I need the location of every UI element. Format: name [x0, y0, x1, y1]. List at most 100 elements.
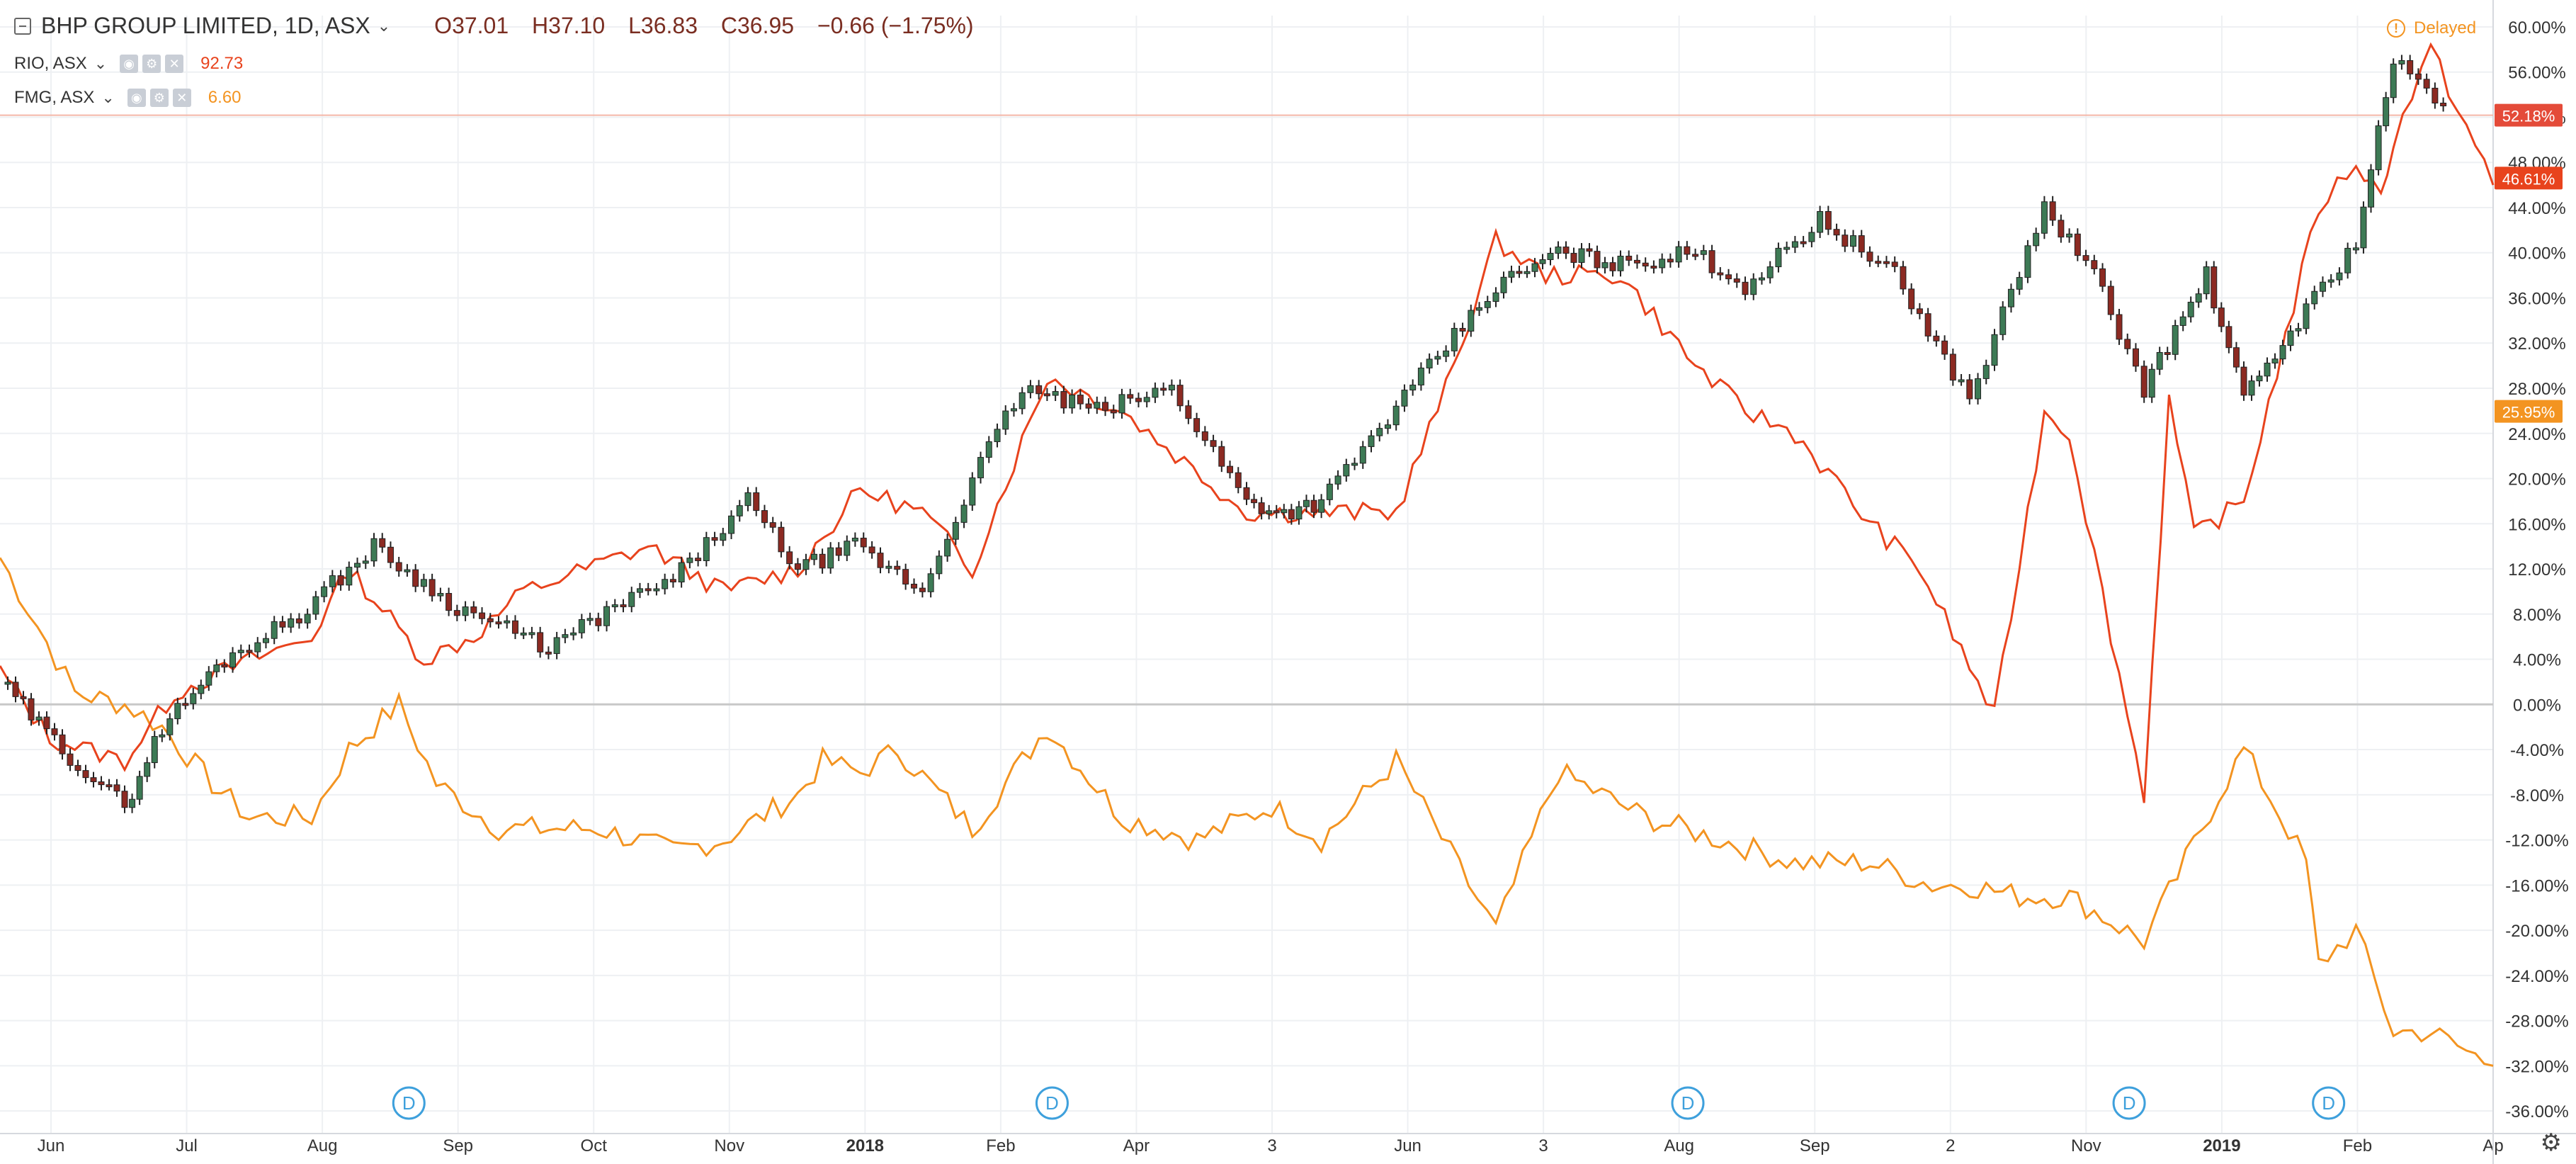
rio-legend[interactable]: RIO, ASX ⌄ ◉ ⚙ ✕ 92.73: [14, 54, 243, 74]
candle-body: [662, 579, 669, 589]
candle-body: [1484, 301, 1491, 308]
delayed-badge[interactable]: ! Delayed: [2387, 18, 2521, 38]
settings-icon[interactable]: ⚙: [149, 89, 169, 107]
price-label-box: [2495, 103, 2563, 127]
candle-body: [129, 798, 136, 808]
x-tick-label: Feb: [2343, 1136, 2372, 1155]
candle-body: [1193, 418, 1201, 432]
candle-body: [2287, 330, 2294, 346]
candle-body: [1539, 259, 1546, 264]
candle-body: [851, 538, 858, 542]
candle-body: [919, 587, 926, 592]
eye-icon[interactable]: ◉: [120, 55, 139, 73]
candle-body: [1326, 483, 1333, 500]
candle-body: [1210, 440, 1217, 447]
candle-body: [1586, 248, 1593, 252]
chevron-down-icon[interactable]: ⌄: [377, 16, 391, 35]
candle-body: [1817, 211, 1824, 233]
candle-body: [911, 583, 918, 589]
candle-body: [2352, 247, 2359, 251]
candle-body: [1594, 251, 1601, 269]
chevron-down-icon[interactable]: ⌄: [101, 89, 115, 106]
candle-body: [1642, 262, 1649, 267]
candle-body: [1043, 393, 1050, 397]
candle-body: [2311, 290, 2318, 305]
candle-body: [819, 553, 826, 569]
candle-body: [254, 642, 261, 652]
collapse-icon[interactable]: [14, 17, 31, 35]
candle-body: [1758, 277, 1765, 281]
candle-body: [1368, 435, 1375, 447]
candle-body: [1750, 278, 1757, 295]
y-tick-label: 60.00%: [2508, 18, 2565, 38]
candle-body: [2432, 87, 2439, 104]
candle-body: [2066, 233, 2073, 238]
candle-body: [2140, 366, 2147, 398]
candle-body: [827, 547, 834, 569]
warning-icon: !: [2387, 19, 2405, 38]
settings-icon[interactable]: ⚙: [142, 55, 161, 73]
candle-body: [1982, 365, 1990, 379]
rio-label[interactable]: RIO, ASX: [14, 54, 87, 73]
candle-body: [190, 693, 197, 704]
candle-body: [262, 638, 269, 643]
candle-body: [636, 588, 643, 593]
fmg-label[interactable]: FMG, ASX: [14, 88, 95, 107]
candle-body: [2423, 79, 2430, 89]
candle-body: [2024, 245, 2031, 278]
candle-body: [1376, 428, 1383, 436]
candle-body: [279, 621, 286, 628]
chevron-down-icon[interactable]: ⌄: [93, 55, 108, 72]
candle-body: [1875, 261, 1882, 264]
dividend-marker-label: D: [402, 1092, 416, 1114]
candle-body: [562, 634, 569, 638]
candle-body: [1833, 229, 1840, 236]
candle-body: [59, 734, 66, 755]
close-value: C36.95: [720, 13, 795, 38]
candle-body: [1766, 266, 1774, 278]
candle-body: [885, 565, 892, 569]
candle-body: [404, 569, 411, 572]
candle-body: [504, 620, 511, 623]
candle-body: [2390, 63, 2397, 98]
main-symbol-legend[interactable]: BHP GROUP LIMITED, 1D, ASX ⌄ O37.01 H37.…: [14, 13, 991, 39]
candle-body: [586, 618, 594, 621]
x-tick-label: 3: [1267, 1136, 1276, 1155]
y-tick-label: -16.00%: [2505, 876, 2568, 895]
close-icon[interactable]: ✕: [172, 89, 191, 107]
candle-body: [1258, 502, 1265, 514]
candle-body: [1850, 235, 1857, 247]
candle-body: [703, 537, 710, 561]
candle-body: [1555, 247, 1562, 254]
candle-body: [2016, 277, 2023, 290]
candle-body: [182, 703, 189, 706]
candle-body: [395, 562, 402, 572]
candle-body: [686, 558, 693, 563]
candle-body: [1110, 409, 1117, 414]
candle-body: [420, 579, 427, 587]
candle-body: [2179, 316, 2186, 326]
candle-body: [1659, 259, 1666, 269]
candle-body: [1908, 288, 1915, 310]
candle-body: [198, 684, 205, 694]
candle-body: [67, 753, 74, 766]
candle-body: [1135, 397, 1142, 402]
candle-body: [2295, 328, 2302, 332]
candle-body: [1468, 310, 1475, 332]
x-tick-label: Aug: [1664, 1136, 1694, 1155]
candle-body: [221, 665, 228, 668]
candle-body: [786, 551, 793, 565]
close-icon[interactable]: ✕: [165, 55, 184, 73]
candle-body: [121, 791, 128, 808]
y-tick-label: -12.00%: [2505, 832, 2568, 851]
candle-body: [2211, 266, 2218, 309]
candle-body: [1010, 408, 1017, 412]
chart-settings-gear-icon[interactable]: ⚙: [2540, 1129, 2562, 1156]
eye-icon[interactable]: ◉: [127, 89, 146, 107]
fmg-legend[interactable]: FMG, ASX ⌄ ◉ ⚙ ✕ 6.60: [14, 88, 242, 108]
candle-body: [1318, 499, 1325, 513]
main-symbol-title[interactable]: BHP GROUP LIMITED, 1D, ASX: [41, 13, 370, 38]
y-tick-label: 44.00%: [2508, 199, 2565, 218]
price-label-box: [2495, 400, 2563, 423]
